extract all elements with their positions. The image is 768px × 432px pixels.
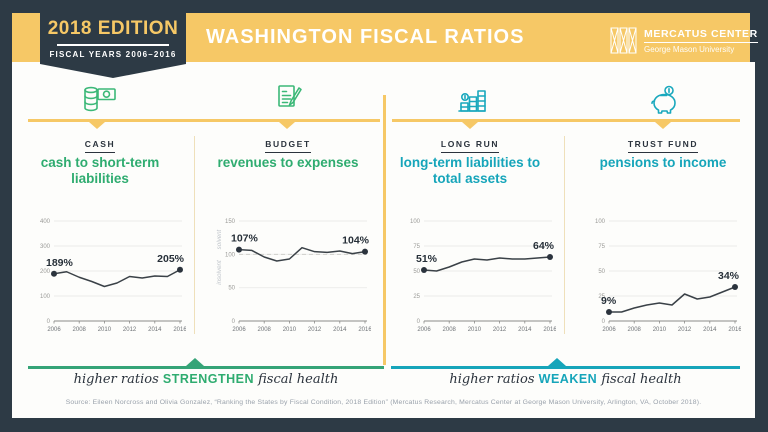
mercatus-logo: MERCATUS CENTER George Mason University xyxy=(610,27,758,54)
svg-text:189%: 189% xyxy=(46,257,74,269)
svg-text:2006: 2006 xyxy=(47,327,61,333)
panel-title-trustfund: pensions to income xyxy=(599,155,727,170)
svg-text:2008: 2008 xyxy=(73,327,87,333)
source-citation: Source: Eileen Norcross and Olivia Gonza… xyxy=(65,399,702,406)
edition-label: 2018 EDITION xyxy=(47,18,179,39)
arrow-down-longrun xyxy=(462,122,478,129)
svg-text:2016: 2016 xyxy=(728,327,741,333)
weaken-emphasis: WEAKEN xyxy=(538,372,598,386)
svg-text:2014: 2014 xyxy=(148,327,162,333)
svg-text:2016: 2016 xyxy=(173,327,186,333)
svg-text:2014: 2014 xyxy=(518,327,532,333)
svg-text:2010: 2010 xyxy=(468,327,482,333)
logo-name: MERCATUS CENTER xyxy=(644,28,758,43)
svg-text:2012: 2012 xyxy=(123,327,137,333)
svg-text:solvent: solvent xyxy=(216,229,223,249)
svg-text:2008: 2008 xyxy=(443,327,457,333)
fiscal-years-label: FISCAL YEARS 2006–2016 xyxy=(49,50,177,59)
svg-text:0: 0 xyxy=(417,319,421,325)
svg-text:0: 0 xyxy=(602,319,606,325)
coins-and-bill-icon xyxy=(81,83,119,117)
edition-badge: 2018 EDITION FISCAL YEARS 2006–2016 xyxy=(40,8,186,78)
svg-text:107%: 107% xyxy=(231,233,259,245)
arrow-down-cash xyxy=(89,122,105,129)
column-divider-left xyxy=(194,136,195,334)
svg-text:2012: 2012 xyxy=(493,327,507,333)
svg-text:2010: 2010 xyxy=(283,327,297,333)
svg-text:2016: 2016 xyxy=(543,327,556,333)
page-title: WASHINGTON FISCAL RATIOS xyxy=(206,26,525,48)
svg-text:64%: 64% xyxy=(533,240,555,252)
panel-title-budget: revenues to expenses xyxy=(217,155,359,170)
chart-trustfund: 0 25 50 75 100 2006 2008 2010 2012 2014 2016 9% 34% xyxy=(595,219,741,333)
coin-stacks-chart-icon xyxy=(453,83,491,117)
svg-text:2012: 2012 xyxy=(678,327,692,333)
svg-text:2014: 2014 xyxy=(333,327,347,333)
footer-rule-weaken xyxy=(391,366,740,369)
arrow-down-trustfund xyxy=(655,122,671,129)
svg-text:50: 50 xyxy=(228,286,235,292)
badge-divider xyxy=(57,44,169,46)
arrow-up-strengthen xyxy=(186,358,204,366)
document-pencil-icon xyxy=(270,83,308,117)
svg-text:200: 200 xyxy=(40,269,51,275)
svg-text:0: 0 xyxy=(232,319,236,325)
icon-rule-right xyxy=(392,119,740,122)
svg-text:75: 75 xyxy=(598,244,605,250)
panel-title-longrun: long-term liabilities to total assets xyxy=(399,155,541,187)
category-longrun: LONG RUN xyxy=(410,134,530,153)
column-divider-right xyxy=(564,136,565,334)
mercatus-logo-text: MERCATUS CENTER George Mason University xyxy=(644,28,758,54)
svg-text:205%: 205% xyxy=(157,253,185,265)
svg-text:insolvent: insolvent xyxy=(216,260,223,285)
svg-text:2006: 2006 xyxy=(232,327,246,333)
svg-text:34%: 34% xyxy=(718,270,740,282)
icon-rule-left xyxy=(28,119,380,122)
category-trustfund: TRUST FUND xyxy=(603,134,723,153)
arrow-down-budget xyxy=(279,122,295,129)
svg-text:300: 300 xyxy=(40,244,51,250)
svg-text:50: 50 xyxy=(598,269,605,275)
logo-subtitle: George Mason University xyxy=(644,44,735,54)
svg-text:104%: 104% xyxy=(342,235,370,247)
arrow-up-weaken xyxy=(548,358,566,366)
center-divider xyxy=(383,95,386,365)
svg-text:100: 100 xyxy=(595,219,606,225)
category-cash: CASH xyxy=(40,134,160,153)
svg-text:9%: 9% xyxy=(601,295,617,307)
svg-text:150: 150 xyxy=(225,219,236,225)
panel-title-cash: cash to short-term liabilities xyxy=(40,155,160,187)
svg-text:2006: 2006 xyxy=(602,327,616,333)
svg-text:2010: 2010 xyxy=(653,327,667,333)
strengthen-emphasis: STRENGTHEN xyxy=(162,372,254,386)
svg-text:2008: 2008 xyxy=(628,327,642,333)
svg-text:25: 25 xyxy=(598,294,605,300)
svg-text:100: 100 xyxy=(40,294,51,300)
svg-text:2008: 2008 xyxy=(258,327,272,333)
footer-message-weaken: higher ratios WEAKEN fiscal health xyxy=(449,372,682,387)
svg-text:75: 75 xyxy=(413,244,420,250)
category-budget: BUDGET xyxy=(228,134,348,153)
svg-text:2012: 2012 xyxy=(308,327,322,333)
chart-cash: 0 100 200 300 400 2006 2008 2010 2012 2014 2016 189… xyxy=(40,219,186,333)
mercatus-logo-icon xyxy=(610,27,637,54)
footer-message-strengthen: higher ratios STRENGTHEN fiscal health xyxy=(73,372,339,387)
svg-text:50: 50 xyxy=(413,269,420,275)
svg-text:100: 100 xyxy=(225,252,236,258)
svg-text:400: 400 xyxy=(40,219,51,225)
svg-text:2010: 2010 xyxy=(98,327,112,333)
svg-text:25: 25 xyxy=(413,294,420,300)
svg-text:2006: 2006 xyxy=(417,327,431,333)
svg-text:51%: 51% xyxy=(416,253,438,265)
svg-text:100: 100 xyxy=(410,219,421,225)
svg-text:2014: 2014 xyxy=(703,327,717,333)
svg-text:2016: 2016 xyxy=(358,327,371,333)
chart-longrun: 0 25 50 75 100 2006 2008 2010 2012 2014 2016 51% 64% xyxy=(410,219,556,333)
svg-text:0: 0 xyxy=(47,319,51,325)
piggy-bank-icon xyxy=(646,83,684,117)
footer-rule-strengthen xyxy=(28,366,384,369)
